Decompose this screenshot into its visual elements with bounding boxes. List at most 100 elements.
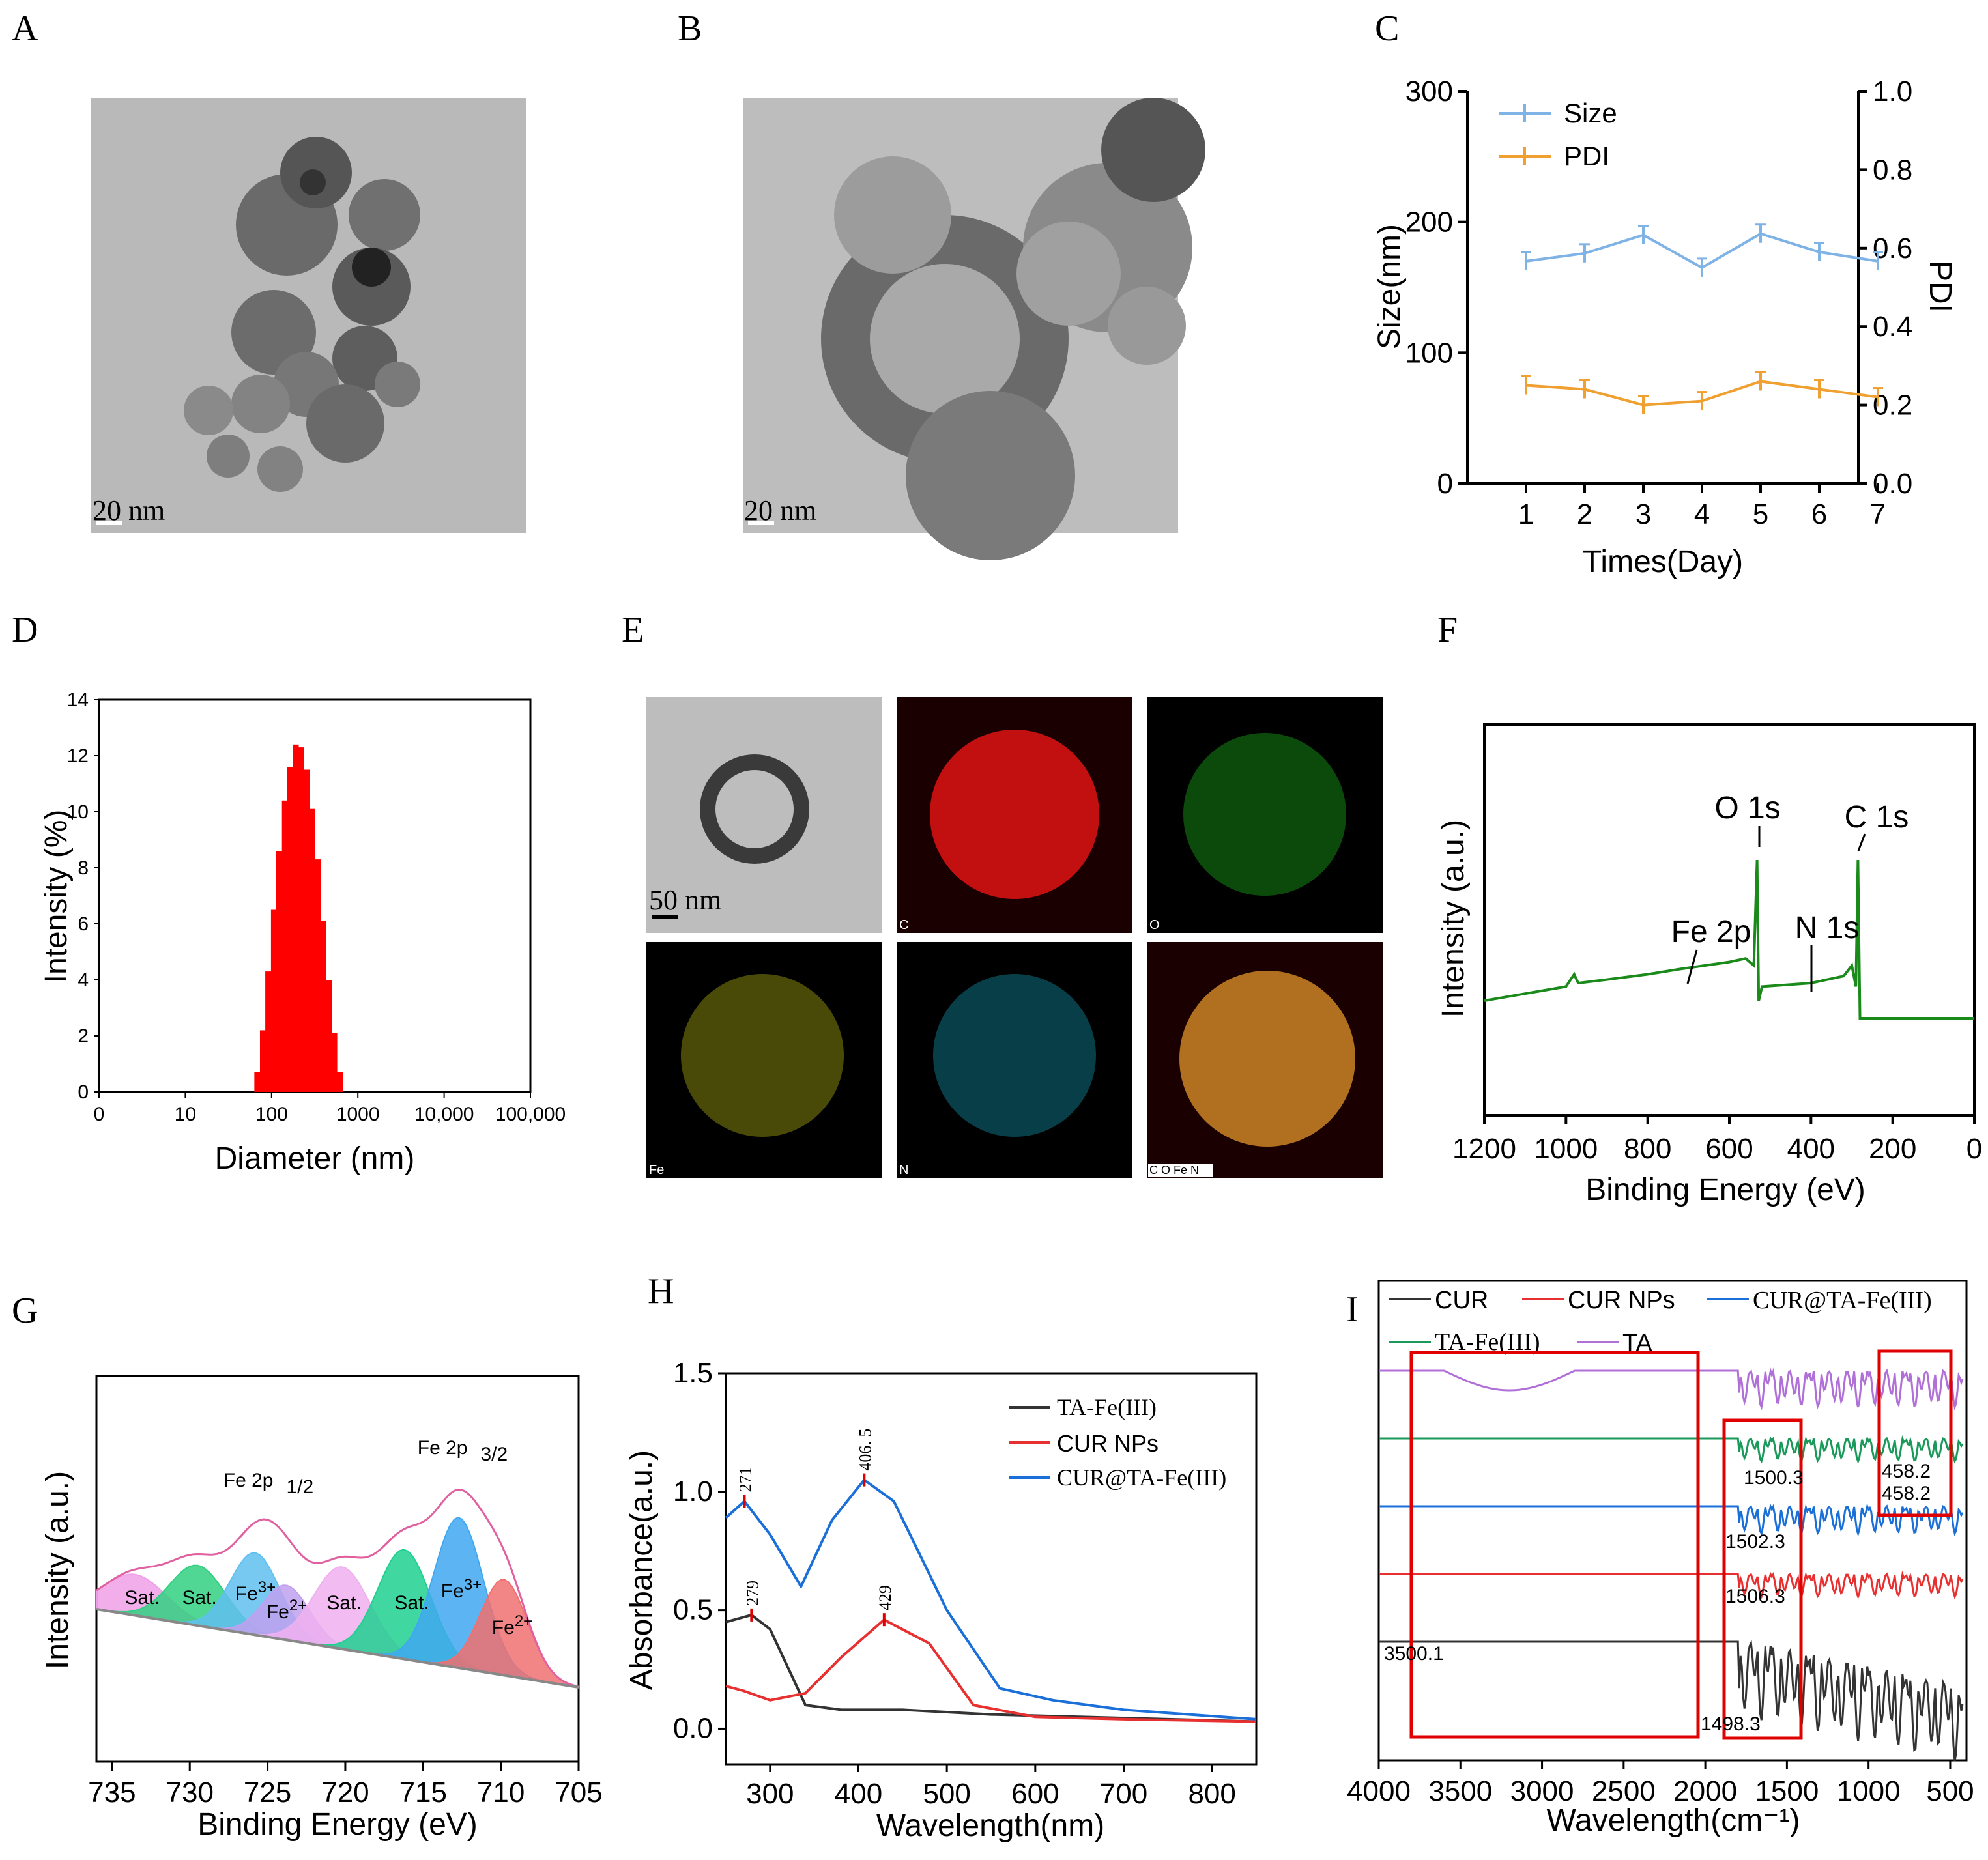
g-envelope xyxy=(96,1488,579,1688)
panel-letter-h: H xyxy=(648,1271,674,1311)
h-peak-label: 429 xyxy=(876,1585,895,1610)
d-ytick-label: 12 xyxy=(67,745,89,767)
panel-letter-d: D xyxy=(12,610,38,650)
g-frame xyxy=(95,1375,580,1763)
h-peak-label: 271 xyxy=(736,1467,755,1492)
c-xtick-label: 5 xyxy=(1753,498,1768,530)
eds-scale-bar xyxy=(652,915,678,919)
d-bar xyxy=(287,767,294,1092)
h-series-line xyxy=(725,1613,1257,1723)
g-label-fe2-1: Fe2+ xyxy=(267,1597,307,1623)
g-xtick-label: 720 xyxy=(321,1777,369,1809)
i-xtick-label: 1500 xyxy=(1755,1775,1819,1807)
i-ann-1500: 1500.3 xyxy=(1744,1467,1804,1489)
h-ytick-label: 1.0 xyxy=(673,1476,713,1508)
h-frame xyxy=(725,1372,1258,1766)
c-xtick-label: 6 xyxy=(1811,498,1827,530)
f-xtick-label: 200 xyxy=(1869,1133,1916,1165)
c-xlabel: Times(Day) xyxy=(1583,545,1743,579)
c-ytick-label: 300 xyxy=(1405,76,1453,107)
h-peaks: 271 406. 5 279 429 xyxy=(736,1429,895,1627)
f-xtick-label: 0 xyxy=(1966,1133,1982,1165)
eds-map-o: O xyxy=(1147,697,1383,933)
i-xlabel: Wavelength(cm⁻¹) xyxy=(1547,1803,1800,1838)
f-xtick-label: 400 xyxy=(1787,1133,1835,1165)
f-annotations: O 1s C 1s Fe 2p N 1s xyxy=(1671,791,1909,992)
f-ylabel: Intensity (a.u.) xyxy=(1436,820,1471,1018)
h-xtick-label: 500 xyxy=(923,1778,970,1810)
h-series-line xyxy=(725,1478,1257,1721)
h-ytick-label: 0.0 xyxy=(673,1712,713,1744)
d-bar xyxy=(259,1030,267,1092)
h-xtick-label: 400 xyxy=(835,1778,882,1810)
g-region-fe2p-32: Fe 2p 3/2 xyxy=(418,1437,508,1465)
eds-map-merge: C O Fe N xyxy=(1147,942,1383,1178)
panel-letter-g: G xyxy=(12,1291,38,1331)
g-xtick-label: 705 xyxy=(555,1777,602,1809)
c-y2tick-label: 0.2 xyxy=(1873,390,1912,422)
chart-c: 0 100 200 300 0.0 0.2 0.4 0.6 0.8 1.0 1 2 3 4 5 6 7 Si… xyxy=(1372,76,1957,579)
d-xtick-label: 10,000 xyxy=(414,1104,474,1125)
i-legend-curnps-label: CUR NPs xyxy=(1568,1287,1675,1314)
g-xtick-label: 715 xyxy=(399,1777,447,1809)
eds-map-fe-label: Fe xyxy=(649,1163,664,1177)
d-ytick-label: 2 xyxy=(78,1025,89,1047)
i-xtick-label: 2000 xyxy=(1673,1775,1737,1807)
i-xtick-label: 500 xyxy=(1926,1775,1974,1807)
eds-map-n-signal xyxy=(933,974,1096,1137)
h-legend: TA-Fe(III) CUR NPs CUR@TA-Fe(III) xyxy=(1009,1394,1226,1491)
c-ytick-label: 200 xyxy=(1405,207,1453,238)
i-spectrum-line xyxy=(1379,1639,1964,1762)
d-bar xyxy=(265,971,272,1092)
i-box-3 xyxy=(1877,1349,1953,1517)
c-legend-size-label: Size xyxy=(1564,98,1617,128)
f-ann-fe2p: Fe 2p xyxy=(1671,915,1751,949)
f-arrow-fe2p xyxy=(1686,949,1698,984)
d-ytick-label: 0 xyxy=(78,1081,89,1103)
eds-tem-bg xyxy=(646,697,882,933)
eds-scale-label: 50 nm xyxy=(649,884,721,916)
d-bar xyxy=(336,1072,343,1092)
panel-letter-c: C xyxy=(1375,8,1399,49)
i-frame xyxy=(1377,1280,1968,1762)
tem-particles-b xyxy=(821,98,1205,560)
d-xtick-label: 0 xyxy=(94,1104,105,1125)
f-xtick-label: 1000 xyxy=(1534,1133,1598,1165)
d-bar xyxy=(270,909,277,1092)
g-baseline xyxy=(96,1608,579,1689)
panel-a: A 20 nm xyxy=(12,8,526,533)
d-xtick-label: 10 xyxy=(175,1104,196,1125)
i-spectrum-line xyxy=(1379,1503,1964,1537)
g-label-fe2-2: Fe2+ xyxy=(492,1612,532,1638)
f-ann-o1s: O 1s xyxy=(1714,791,1780,825)
panel-letter-b: B xyxy=(678,8,702,49)
c-y2tick-label: 0.6 xyxy=(1873,233,1912,265)
f-spectrum-line xyxy=(1484,859,1974,1020)
eds-map-o-signal xyxy=(1183,733,1346,896)
scale-bar-b xyxy=(748,521,774,525)
d-bars xyxy=(254,744,343,1092)
d-xtick-label: 100,000 xyxy=(495,1104,566,1125)
d-bar xyxy=(254,1072,261,1092)
eds-map-n-label: N xyxy=(899,1163,908,1177)
i-series xyxy=(1379,1367,1964,1762)
panel-h: H 0.0 0.5 1.0 1.5 300 400 500 600 700 800 271 406… xyxy=(624,1271,1258,1843)
d-xtick-label: 1000 xyxy=(336,1104,380,1125)
g-labels: Sat. Sat. Fe3+ Fe2+ Sat. Sat. Fe3+ Fe2+ … xyxy=(124,1437,532,1638)
c-legend-pdi-label: PDI xyxy=(1564,141,1609,171)
h-xtick-label: 300 xyxy=(746,1778,794,1810)
panel-f: F 1200 1000 800 600 400 200 0 Intensity (a.u.)… xyxy=(1436,610,1982,1207)
h-ytick-label: 1.5 xyxy=(673,1357,713,1389)
i-ann-1506: 1506.3 xyxy=(1725,1586,1785,1607)
d-bar xyxy=(276,851,283,1092)
c-y2tick-label: 1.0 xyxy=(1873,76,1912,107)
c-legend: Size PDI xyxy=(1499,98,1617,171)
d-bar xyxy=(293,744,299,1092)
g-xlabel: Binding Energy (eV) xyxy=(197,1807,478,1842)
h-xtick-label: 600 xyxy=(1011,1778,1059,1810)
h-xtick-label: 800 xyxy=(1188,1778,1235,1810)
eds-map-n: N xyxy=(897,942,1132,1178)
d-xtick-label: 100 xyxy=(255,1104,288,1125)
d-ylabel: Intensity (%) xyxy=(39,810,74,984)
h-yticks: 0.0 0.5 1.0 1.5 xyxy=(673,1357,726,1744)
